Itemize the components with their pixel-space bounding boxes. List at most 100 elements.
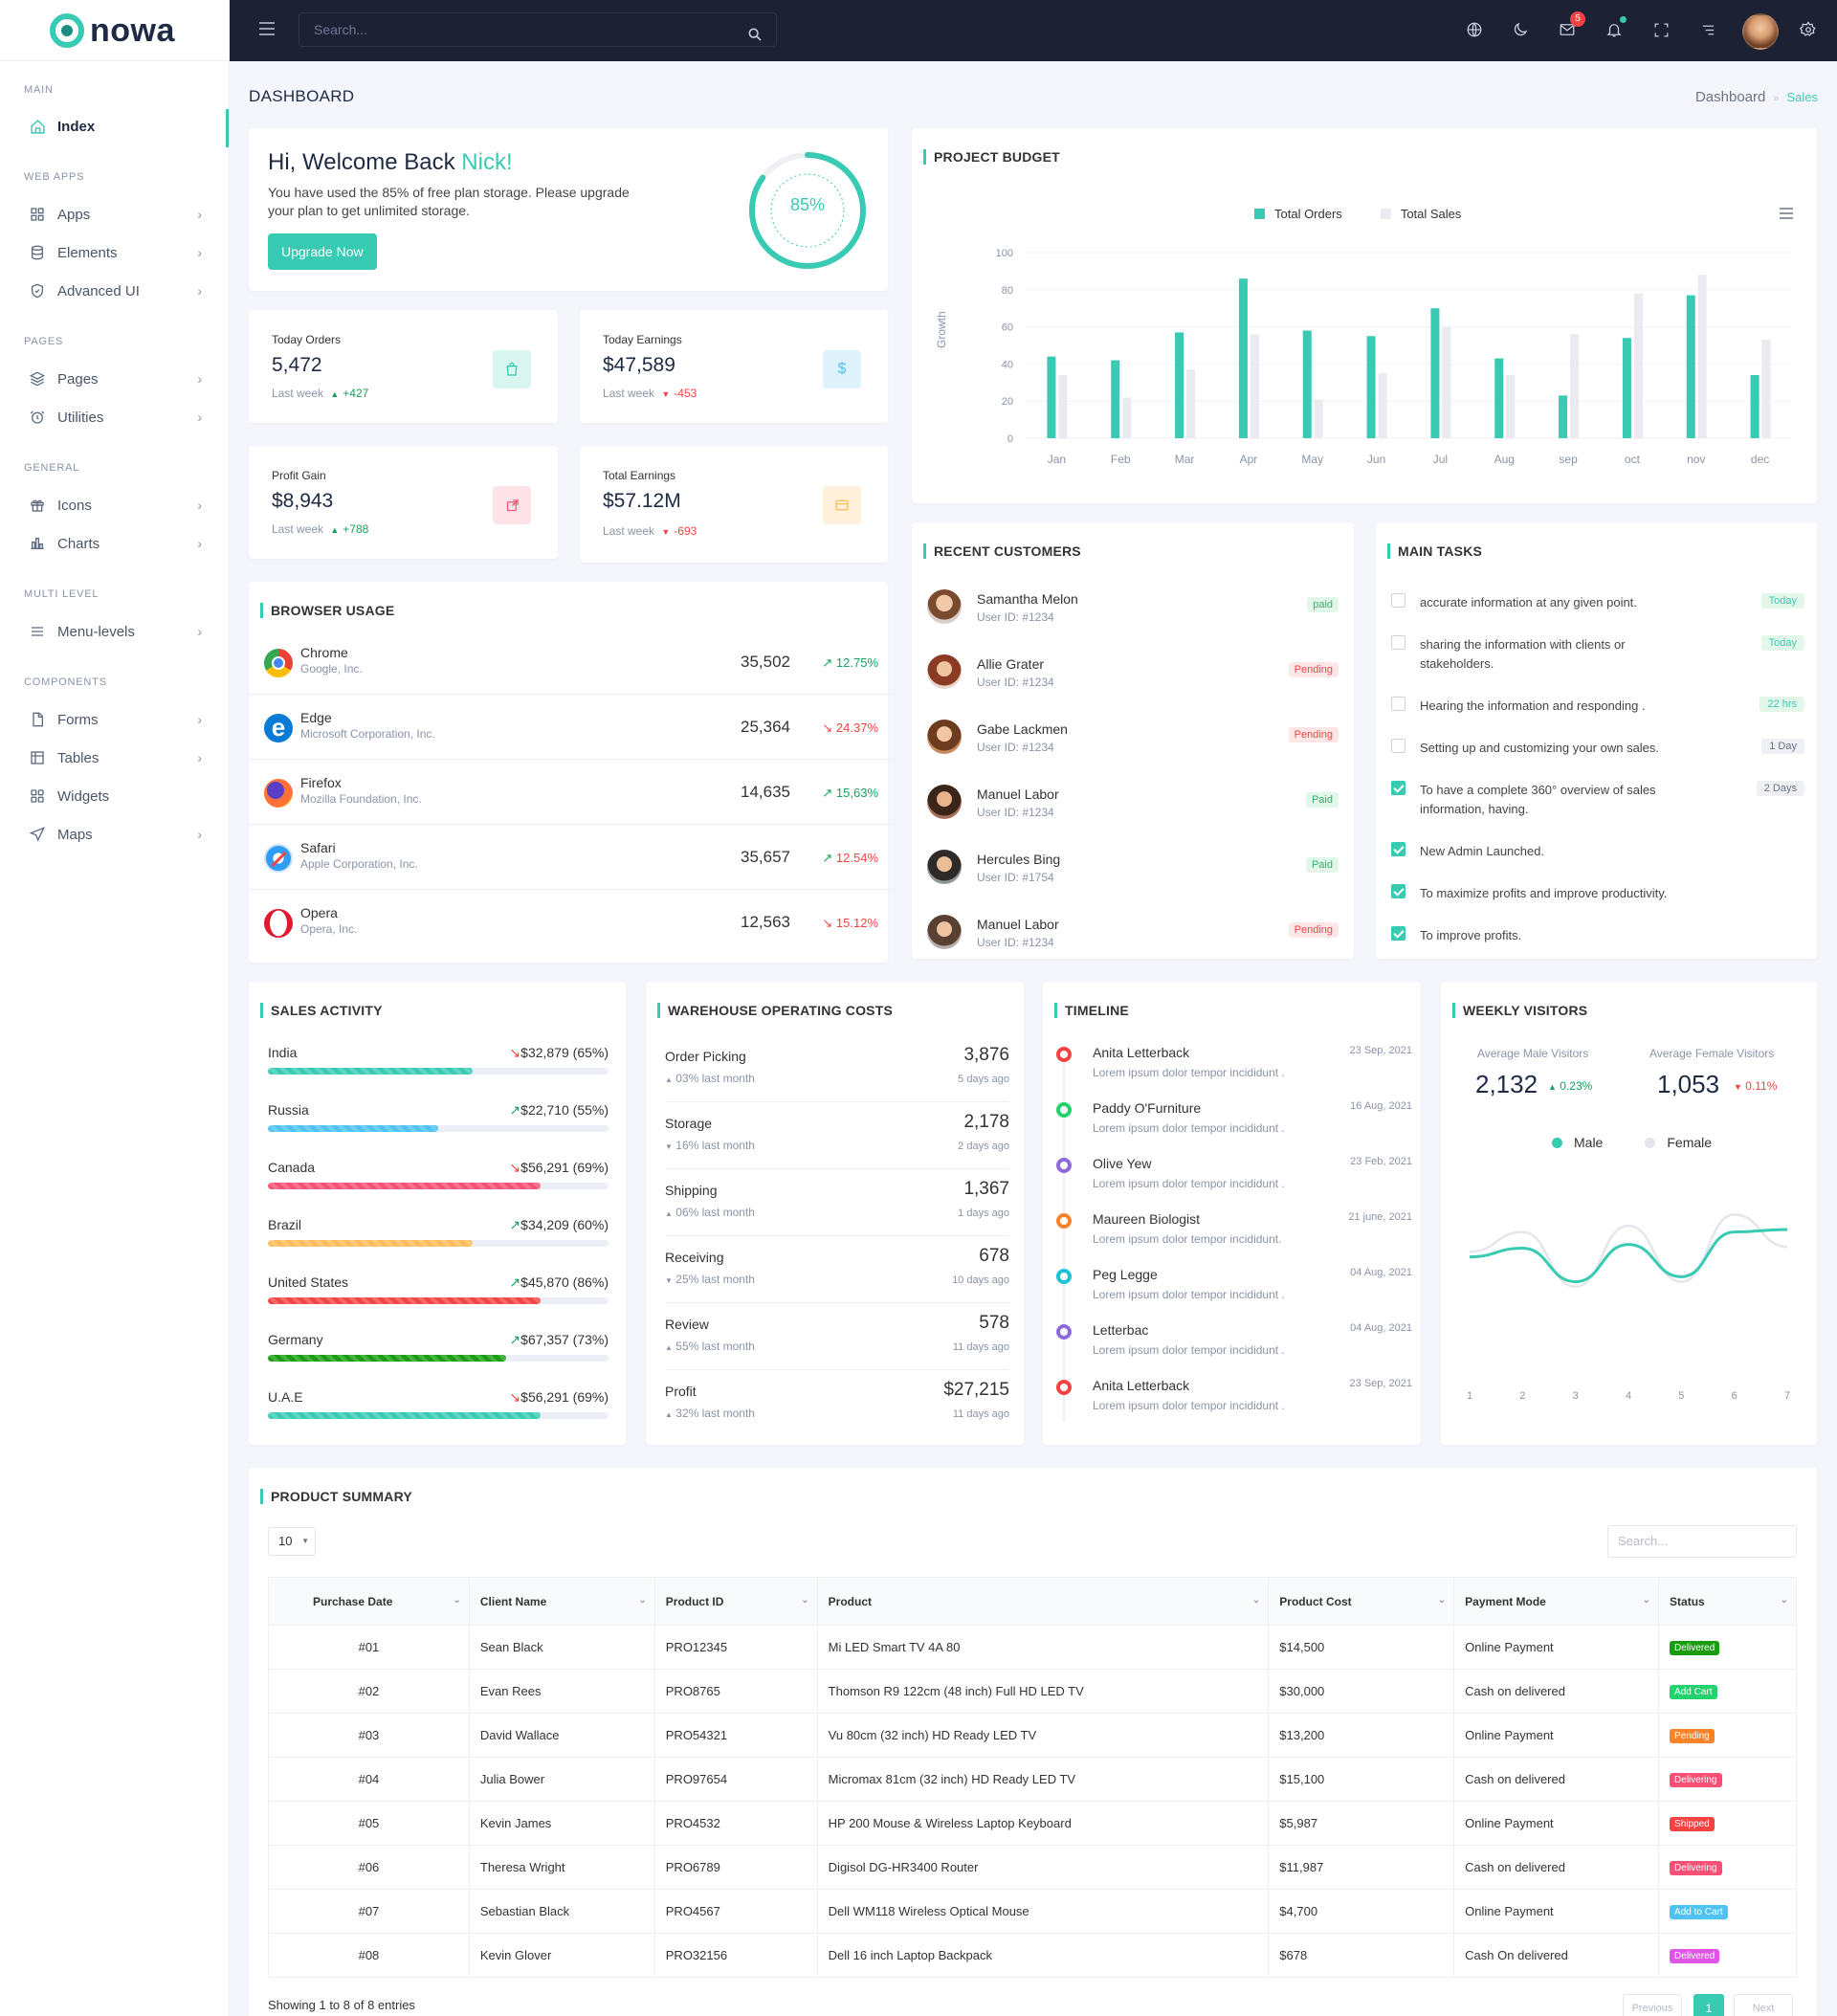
bar-total-orders[interactable] [1686,295,1695,438]
bar-total-orders[interactable] [1175,332,1184,438]
pagination-page-1[interactable]: 1 [1693,1994,1724,2016]
table-row[interactable]: #06 Theresa Wright PRO6789 Digisol DG-HR340… [268,1845,1797,1890]
task-checkbox[interactable] [1391,593,1405,608]
upgrade-now-button[interactable]: Upgrade Now [268,233,377,270]
sidebar-item-pages[interactable]: Pages › [0,362,229,396]
column-header[interactable]: Product ⌄ [816,1577,1270,1626]
sort-icon[interactable]: ⌄ [1437,1595,1447,1606]
table-row[interactable]: #05 Kevin James PRO4532 HP 200 Mouse & Wire… [268,1801,1797,1846]
legend-orders[interactable]: Total Orders [1274,207,1342,221]
customer-row[interactable]: Gabe Lackmen User ID: #1234 Pending [927,720,1339,785]
bar-total-orders[interactable] [1559,395,1568,438]
sidebar-item-widgets[interactable]: Widgets [0,779,229,813]
sidebar-item-index[interactable]: Index [0,109,229,147]
sort-icon[interactable]: ⌄ [1642,1595,1651,1606]
sidebar-item-maps[interactable]: Maps › [0,817,229,852]
timeline-name[interactable]: Anita Letterback [1093,1045,1190,1060]
sidebar-item-tables[interactable]: Tables › [0,741,229,775]
legend-sales[interactable]: Total Sales [1400,207,1462,221]
column-header[interactable]: Status ⌄ [1658,1577,1797,1626]
bar-total-sales[interactable] [1378,373,1387,438]
user-avatar[interactable] [1742,13,1779,50]
task-checkbox-checked[interactable] [1391,781,1405,795]
bar-total-sales[interactable] [1186,369,1196,438]
search-icon[interactable] [747,21,763,41]
globe-icon[interactable] [1464,19,1485,40]
moon-icon[interactable] [1510,19,1531,40]
customer-row[interactable]: Manuel Labor User ID: #1234 Pending [927,915,1339,980]
bar-total-sales[interactable] [1697,275,1707,438]
timeline-name[interactable]: Paddy O'Furniture [1093,1100,1202,1116]
column-header[interactable]: Purchase Date ⌄ [268,1577,470,1626]
mail-icon[interactable]: 5 [1557,11,1585,40]
column-header[interactable]: Product ID ⌄ [653,1577,818,1626]
hamburger-icon[interactable] [258,21,277,36]
customer-row[interactable]: Allie Grater User ID: #1234 Pending [927,654,1339,720]
search-input[interactable]: Search... [299,12,777,47]
bar-total-sales[interactable] [1633,293,1643,438]
sidebar-item-forms[interactable]: Forms › [0,702,229,737]
table-row[interactable]: #02 Evan Rees PRO8765 Thomson R9 122cm (48 … [268,1669,1797,1714]
table-row[interactable]: #07 Sebastian Black PRO4567 Dell WM118 Wire… [268,1889,1797,1934]
sidebar-toggle-icon[interactable] [1697,19,1718,40]
bar-total-orders[interactable] [1047,356,1056,438]
table-search-input[interactable]: Search... [1607,1525,1797,1558]
column-header[interactable]: Client Name ⌄ [468,1577,655,1626]
breadcrumb-dashboard[interactable]: Dashboard [1694,89,1766,105]
fullscreen-icon[interactable] [1650,19,1671,40]
bar-total-orders[interactable] [1430,308,1440,438]
customer-row[interactable]: Samantha Melon User ID: #1234 paid [927,589,1339,654]
sidebar-item-icons[interactable]: Icons › [0,488,229,522]
task-checkbox-checked[interactable] [1391,842,1405,856]
bar-total-sales[interactable] [1250,334,1259,438]
sort-icon[interactable]: ⌄ [801,1595,809,1606]
customer-row[interactable]: Manuel Labor User ID: #1234 Paid [927,785,1339,850]
sidebar-item-elements[interactable]: Elements › [0,235,229,270]
bar-total-orders[interactable] [1622,338,1631,438]
page-size-select[interactable]: 10 ▼ [268,1527,316,1556]
table-row[interactable]: #03 David Wallace PRO54321 Vu 80cm (32 inch… [268,1713,1797,1758]
bell-icon[interactable] [1604,16,1627,40]
bar-total-orders[interactable] [1302,330,1312,438]
task-checkbox[interactable] [1391,635,1405,650]
bar-total-orders[interactable] [1238,278,1248,438]
legend-female[interactable]: Female [1667,1135,1713,1150]
sort-icon[interactable]: ⌄ [1251,1595,1261,1606]
sort-icon[interactable]: ⌄ [453,1595,461,1606]
bar-total-orders[interactable] [1494,358,1504,438]
bar-total-sales[interactable] [1314,399,1323,438]
bar-total-orders[interactable] [1366,336,1376,438]
sidebar-item-menu-levels[interactable]: Menu-levels › [0,614,229,649]
timeline-name[interactable]: Anita Letterback [1093,1378,1190,1393]
sidebar-item-apps[interactable]: Apps › [0,197,229,232]
table-row[interactable]: #01 Sean Black PRO12345 Mi LED Smart TV 4A … [268,1625,1797,1670]
pagination-previous[interactable]: Previous [1623,1994,1682,2016]
bar-total-orders[interactable] [1750,375,1760,438]
task-checkbox-checked[interactable] [1391,884,1405,898]
task-checkbox-checked[interactable] [1391,926,1405,941]
timeline-name[interactable]: Peg Legge [1093,1267,1158,1282]
sort-icon[interactable]: ⌄ [1780,1595,1788,1606]
customer-row[interactable]: Hercules Bing User ID: #1754 Paid [927,850,1339,915]
sidebar-item-charts[interactable]: Charts › [0,526,229,561]
timeline-name[interactable]: Olive Yew [1093,1156,1152,1171]
bar-total-sales[interactable] [1122,397,1132,438]
bar-total-sales[interactable] [1506,375,1516,438]
sidebar-item-utilities[interactable]: Utilities › [0,400,229,434]
column-header[interactable]: Payment Mode ⌄ [1453,1577,1660,1626]
table-row[interactable]: #08 Kevin Glover PRO32156 Dell 16 inch Lapt… [268,1933,1797,1978]
bar-total-sales[interactable] [1442,326,1451,438]
bar-total-sales[interactable] [1570,334,1580,438]
pagination-next[interactable]: Next [1734,1994,1793,2016]
legend-male[interactable]: Male [1574,1135,1604,1150]
table-row[interactable]: #04 Julia Bower PRO97654 Micromax 81cm (32 … [268,1757,1797,1802]
sort-icon[interactable]: ⌄ [638,1595,647,1606]
task-checkbox[interactable] [1391,697,1405,711]
bar-total-sales[interactable] [1058,375,1068,438]
bar-total-sales[interactable] [1761,340,1771,438]
timeline-name[interactable]: Maureen Biologist [1093,1211,1201,1227]
brand-logo[interactable]: nowa [50,8,175,54]
sidebar-item-advanced-ui[interactable]: Advanced UI › [0,274,229,308]
task-checkbox[interactable] [1391,739,1405,753]
bar-total-orders[interactable] [1111,360,1120,438]
